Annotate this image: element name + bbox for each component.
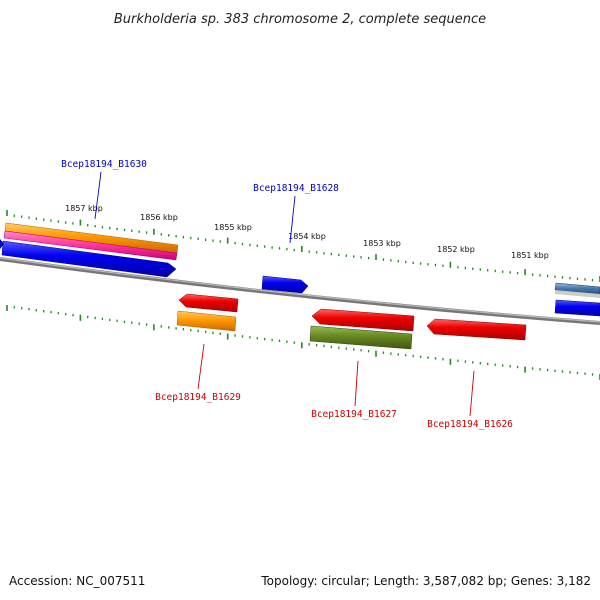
- chromosome-backbone-highlight: [0, 257, 600, 323]
- chromosome-backbone: [0, 257, 600, 325]
- gene-label-b1630[interactable]: Bcep18194_B1630: [61, 159, 147, 170]
- gene-arrow-b1627[interactable]: [311, 308, 415, 332]
- ruler-label-1853: 1853 kbp: [363, 239, 401, 248]
- ruler-label-1851: 1851 kbp: [511, 251, 549, 260]
- leader-line-b1628: [289, 195, 296, 244]
- gene-arrow-b1628[interactable]: [261, 275, 309, 294]
- gene-arrow-b1629[interactable]: [178, 293, 239, 313]
- summary-text: Topology: circular; Length: 3,587,082 bp…: [260, 574, 591, 588]
- gene-label-b1628[interactable]: Bcep18194_B1628: [253, 183, 339, 194]
- gene-arrow-b1626[interactable]: [426, 318, 527, 341]
- lower-tick-ruler: [6, 305, 600, 380]
- pink-feature-band[interactable]: [3, 230, 178, 261]
- left-edge-arrowhead: [0, 239, 4, 249]
- ruler-label-1855: 1855 kbp: [214, 223, 252, 232]
- gene-label-b1629[interactable]: Bcep18194_B1629: [155, 392, 241, 403]
- right-grey-band: [555, 290, 600, 298]
- upper-tick-ruler: [6, 210, 600, 282]
- gene-label-b1627[interactable]: Bcep18194_B1627: [311, 409, 397, 420]
- orange-feature-b1629[interactable]: [176, 310, 237, 332]
- map-title: Burkholderia sp. 383 chromosome 2, compl…: [114, 12, 486, 27]
- accession-text: Accession: NC_007511: [9, 574, 145, 588]
- gene-arrow-b1630[interactable]: [1, 240, 177, 278]
- green-feature-b1627[interactable]: [309, 325, 413, 350]
- right-blue-gene[interactable]: [554, 299, 600, 317]
- ruler-label-1852: 1852 kbp: [437, 245, 475, 254]
- ruler-label-1854: 1854 kbp: [288, 232, 326, 241]
- leader-line-b1626: [469, 370, 475, 417]
- gene-label-b1626[interactable]: Bcep18194_B1626: [427, 419, 513, 430]
- leader-line-b1630: [94, 171, 102, 220]
- leader-line-b1629: [197, 343, 205, 390]
- ruler-label-1857: 1857 kbp: [65, 204, 103, 213]
- ruler-label-1856: 1856 kbp: [140, 213, 178, 222]
- right-steel-feature[interactable]: [554, 282, 600, 295]
- leader-line-b1627: [354, 360, 359, 407]
